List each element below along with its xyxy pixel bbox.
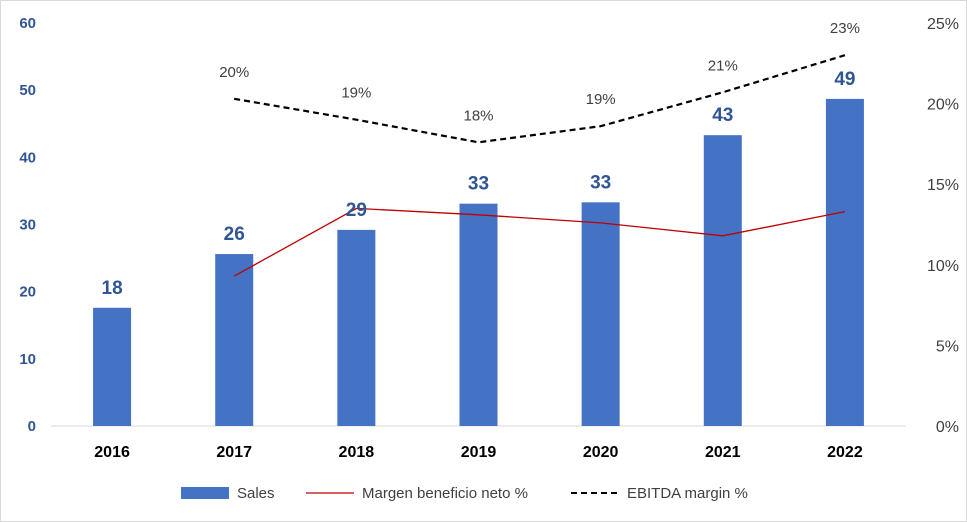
- x-axis-tick-label: 2021: [705, 444, 741, 461]
- legend-label: Sales: [237, 485, 275, 502]
- bar-data-label: 33: [468, 174, 489, 195]
- data-labels-layer: 18 26 29 33 33 43 49 20% 19% 18% 19% 21% 23%: [102, 20, 860, 299]
- right-axis-tick-label: 0%: [936, 419, 959, 436]
- legend-swatch-sales: [181, 487, 229, 499]
- legend: Sales Margen beneficio neto % EBITDA margi…: [181, 485, 748, 502]
- right-axis-tick-label: 10%: [927, 258, 959, 275]
- bar-2019: [459, 203, 498, 426]
- right-axis-tick-label: 20%: [927, 97, 959, 114]
- left-axis-tick-label: 50: [19, 82, 36, 99]
- ebitda-margin-line: [234, 54, 846, 144]
- bar-data-label: 43: [712, 105, 733, 126]
- line-data-label: 20%: [219, 64, 249, 81]
- line-data-label: 21%: [708, 57, 738, 74]
- x-axis-tick-label: 2017: [216, 444, 252, 461]
- bar-2017: [215, 254, 254, 426]
- legend-label: EBITDA margin %: [627, 485, 748, 502]
- x-axis-tick-label: 2022: [827, 444, 863, 461]
- bar-2020: [581, 202, 620, 426]
- x-axis-tick-label: 2019: [461, 444, 497, 461]
- bar-2022: [825, 98, 864, 427]
- legend-label: Margen beneficio neto %: [362, 485, 528, 502]
- left-axis-tick-label: 30: [19, 217, 36, 234]
- right-axis-tick-label: 25%: [927, 16, 959, 33]
- bar-data-label: 29: [346, 200, 367, 221]
- left-axis-tick-label: 40: [19, 149, 36, 166]
- x-axis-tick-label: 2016: [94, 444, 130, 461]
- line-data-label: 23%: [830, 20, 860, 37]
- right-axis-tick-label: 15%: [927, 177, 959, 194]
- left-axis-tick-label: 20: [19, 284, 36, 301]
- bar-2018: [337, 229, 376, 426]
- left-axis-tick-label: 10: [19, 351, 36, 368]
- x-axis-tick-label: 2018: [339, 444, 375, 461]
- right-axis-tick-label: 5%: [936, 338, 959, 355]
- axes-layer: 0 10 20 30 40 50 60 0% 5% 10% 15% 20% 25% 2016 2017 201…: [19, 15, 959, 461]
- bars-layer: [93, 98, 864, 427]
- lines-layer: [233, 54, 846, 277]
- left-axis-tick-label: 60: [19, 15, 36, 32]
- x-axis-tick-label: 2020: [583, 444, 619, 461]
- line-data-label: 19%: [341, 85, 371, 102]
- bar-data-label: 49: [834, 69, 855, 90]
- bar-data-label: 18: [102, 278, 123, 299]
- bar-2016: [93, 307, 132, 426]
- bar-data-label: 26: [224, 224, 245, 245]
- net-margin-line: [233, 207, 846, 277]
- bar-data-label: 33: [590, 172, 611, 193]
- line-data-label: 19%: [586, 91, 616, 108]
- left-axis-tick-label: 0: [28, 418, 36, 435]
- bar-2021: [703, 135, 742, 426]
- line-data-label: 18%: [463, 107, 493, 124]
